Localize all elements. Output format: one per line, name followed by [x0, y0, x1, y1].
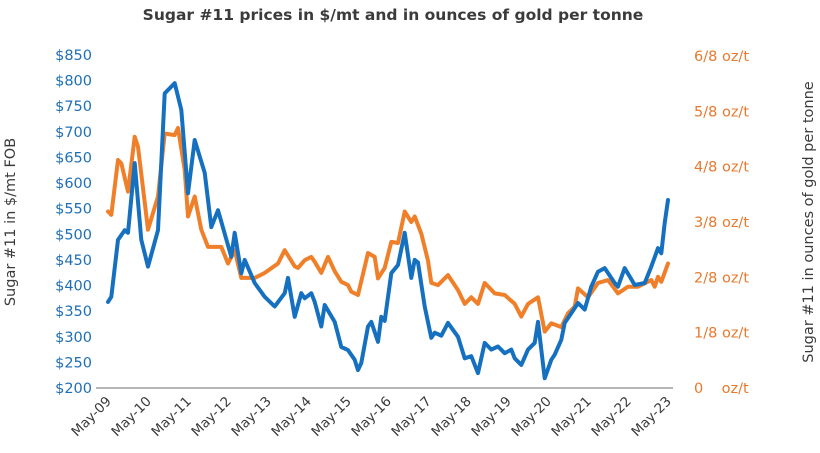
- right-y-tick-label: 6/8 oz/t: [694, 49, 749, 65]
- x-tick-label: May-14: [268, 394, 314, 440]
- x-tick-label: May-20: [508, 394, 554, 440]
- left-y-tick-label: $850: [55, 48, 92, 64]
- chart-title: Sugar #11 prices in $/mt and in ounces o…: [143, 6, 644, 24]
- left-y-tick-label: $200: [55, 381, 92, 397]
- usd-price-line: [106, 81, 670, 381]
- left-y-tick-label: $300: [55, 330, 92, 346]
- right-y-tick-label: 3/8 oz/t: [694, 215, 749, 231]
- left-y-tick-label: $550: [55, 202, 92, 218]
- left-y-tick-label: $250: [55, 355, 92, 371]
- left-y-tick-label: $350: [55, 304, 92, 320]
- right-y-tick-label: 2/8 oz/t: [694, 270, 749, 286]
- left-y-tick-label: $400: [55, 279, 92, 295]
- left-y-tick-label: $600: [55, 176, 92, 192]
- left-y-tick-label: $700: [55, 125, 92, 141]
- left-y-tick-label: $500: [55, 227, 92, 243]
- x-tick-label: May-22: [588, 394, 634, 440]
- x-tick-label: May-10: [108, 394, 154, 440]
- left-axis-title: Sugar #11 in $/mt FOB: [3, 138, 19, 306]
- left-y-tick-label: $750: [55, 99, 92, 115]
- x-tick-label: May-19: [468, 394, 514, 440]
- x-tick-label: May-18: [428, 394, 474, 440]
- left-y-tick-label: $650: [55, 150, 92, 166]
- right-y-tick-label: 1/8 oz/t: [694, 326, 749, 342]
- right-axis-title: Sugar #11 in ounces of gold per tonne: [801, 81, 817, 363]
- right-y-tick-label: 4/8 oz/t: [694, 160, 749, 176]
- x-tick-label: May-11: [148, 394, 194, 440]
- x-tick-label: May-15: [308, 394, 354, 440]
- x-tick-label: May-09: [68, 394, 114, 440]
- left-y-tick-label: $450: [55, 253, 92, 269]
- x-tick-label: May-21: [548, 394, 594, 440]
- x-tick-label: May-23: [628, 394, 674, 440]
- gold-ounces-line: [106, 125, 670, 334]
- x-tick-label: May-13: [228, 394, 274, 440]
- right-y-tick-label: 5/8 oz/t: [694, 104, 749, 120]
- x-tick-label: May-17: [388, 394, 434, 440]
- x-tick-label: May-12: [188, 394, 234, 440]
- right-y-tick-label: 0 oz/t: [694, 381, 749, 397]
- left-y-tick-label: $800: [55, 74, 92, 90]
- x-tick-label: May-16: [348, 394, 394, 440]
